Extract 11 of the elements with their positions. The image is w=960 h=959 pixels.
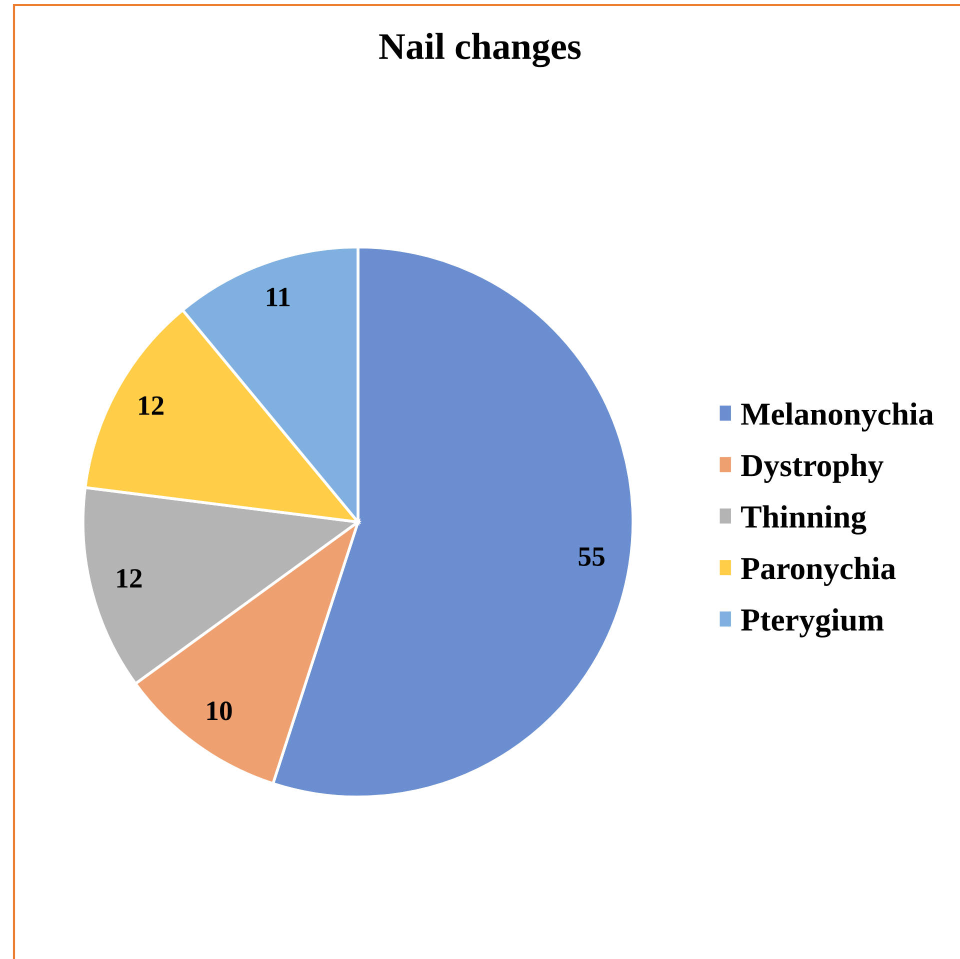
legend-label: Pterygium <box>741 608 884 638</box>
legend-label: Melanonychia <box>741 402 934 432</box>
chart-title: Nail changes <box>379 32 581 68</box>
data-label: 10 <box>207 702 232 720</box>
legend-label: Thinning <box>741 505 866 535</box>
data-label: 55 <box>578 547 604 566</box>
data-label: 12 <box>139 396 164 415</box>
legend-label: Paronychia <box>741 556 896 586</box>
data-label: 12 <box>117 569 142 588</box>
legend-label: Dystrophy <box>741 454 884 483</box>
data-label: 11 <box>266 288 290 306</box>
